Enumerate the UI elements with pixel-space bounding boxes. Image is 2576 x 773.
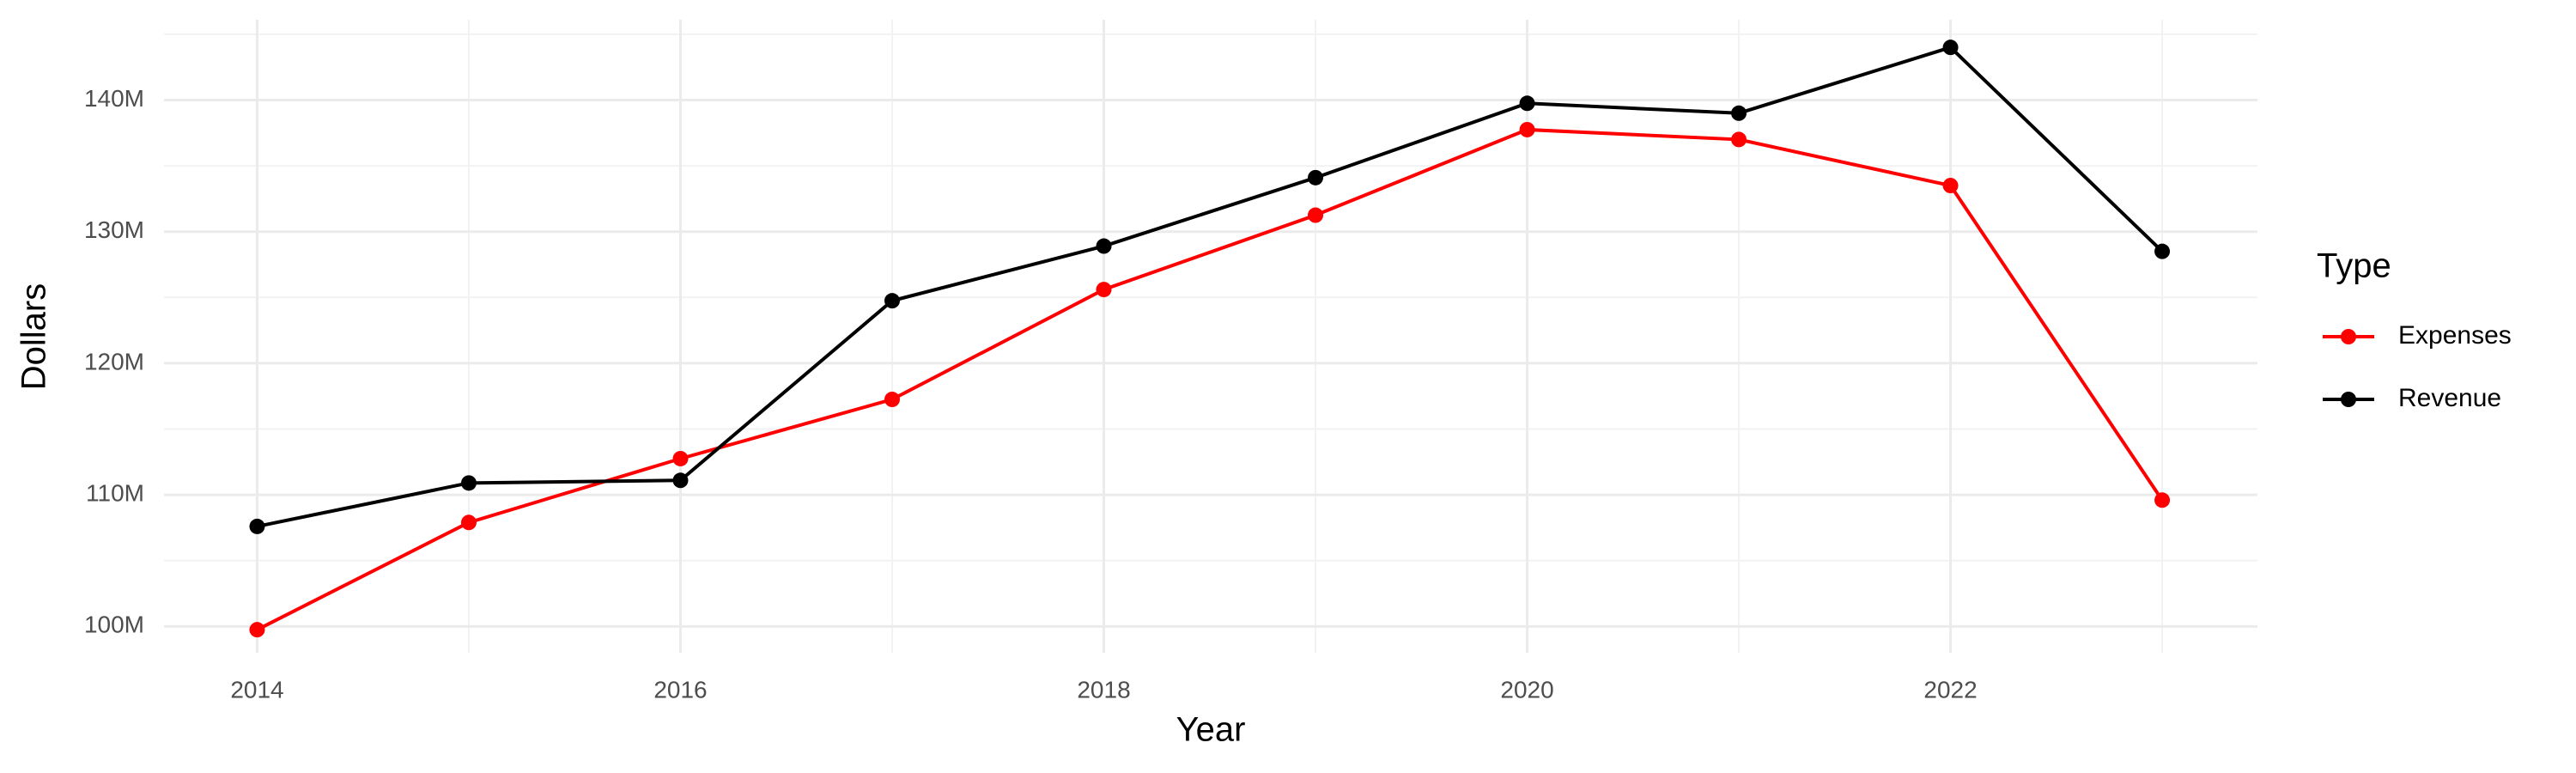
legend-title: Type xyxy=(2317,247,2391,285)
data-point xyxy=(249,518,265,534)
series-line xyxy=(256,127,2164,631)
x-tick-label: 2022 xyxy=(1923,676,1977,703)
data-point xyxy=(1519,95,1535,112)
legend-label: Expenses xyxy=(2398,321,2512,350)
legend-marker xyxy=(2341,392,2356,407)
data-point xyxy=(460,514,477,531)
data-point xyxy=(1731,105,1747,121)
data-point xyxy=(1942,178,1959,194)
x-tick-label: 2016 xyxy=(653,676,707,703)
data-point xyxy=(1942,40,1959,56)
data-point xyxy=(1308,169,1324,186)
legend-marker xyxy=(2341,329,2356,344)
data-point xyxy=(2154,243,2171,259)
x-axis-title: Year xyxy=(1176,711,1246,749)
data-point xyxy=(672,450,689,466)
y-tick-label: 100M xyxy=(84,612,144,638)
data-point xyxy=(672,472,689,489)
y-axis-title: Dollars xyxy=(15,283,53,390)
x-tick-label: 2020 xyxy=(1500,676,1553,703)
series-line xyxy=(257,45,2164,528)
data-point xyxy=(1096,282,1112,298)
y-tick-label: 140M xyxy=(84,85,144,112)
data-point xyxy=(460,475,477,491)
data-point xyxy=(1308,207,1324,223)
data-point xyxy=(1519,121,1535,137)
x-tick-label: 2018 xyxy=(1077,676,1130,703)
data-point xyxy=(249,622,265,638)
y-tick-label: 120M xyxy=(84,348,144,374)
y-tick-label: 110M xyxy=(86,480,144,507)
legend-label: Revenue xyxy=(2398,384,2501,412)
x-tick-label: 2014 xyxy=(230,676,283,703)
data-point xyxy=(884,293,900,309)
y-tick-label: 130M xyxy=(84,216,144,243)
data-point xyxy=(2154,492,2171,508)
data-point xyxy=(884,392,900,408)
data-point xyxy=(1731,131,1747,148)
data-point xyxy=(1096,238,1112,254)
